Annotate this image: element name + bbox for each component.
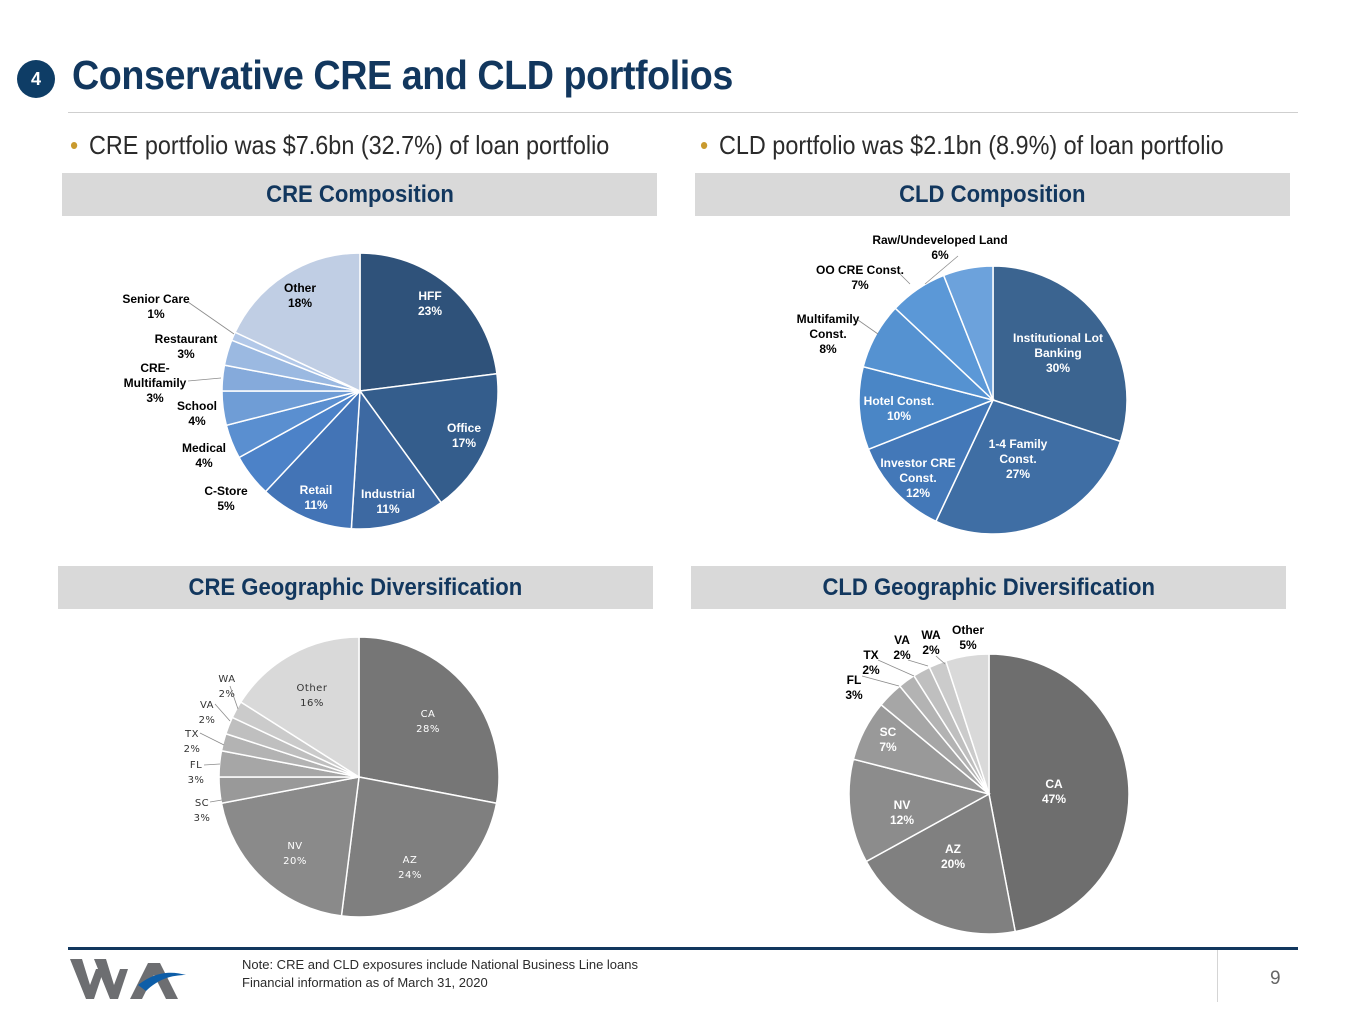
pie-slice-nv [848, 758, 992, 863]
footnote-date: Financial information as of March 31, 20… [242, 975, 488, 990]
cld-composition-title: CLD Composition [899, 180, 1086, 208]
leader-line [187, 301, 235, 335]
data-label-sc: SC 3% [194, 798, 211, 824]
data-label-senior-care: Senior Care 1% [122, 292, 190, 321]
leader-line [861, 675, 900, 687]
data-label-other: Other 5% [952, 623, 984, 652]
cld-composition-pie: Institutional Lot Banking 30% 1-4 Family Con… [797, 233, 1128, 535]
bullet-dot: • [70, 130, 79, 160]
company-logo [70, 959, 186, 999]
leader-line [209, 799, 223, 803]
pie-slice-office [358, 372, 499, 504]
pie-slice-nv [220, 776, 360, 917]
data-label-va: VA 2% [199, 700, 216, 726]
cld-geo-pie: CA 47% AZ 20% NV 12% SC 7% FL 3%TX 2% VA 2% WA 2% Other… [845, 623, 1130, 935]
leader-line [935, 655, 946, 665]
cre-geo-header: CRE Geographic Diversification [58, 566, 653, 609]
cre-composition-title: CRE Composition [265, 180, 454, 208]
leader-line [924, 255, 959, 285]
pie-slice-other [944, 653, 990, 795]
cld-geo-header: CLD Geographic Diversification [691, 566, 1286, 609]
leader-line [187, 377, 222, 382]
data-label-office: Office 17% [447, 421, 481, 450]
leader-line [203, 763, 221, 766]
pie-slice-retail [264, 388, 361, 530]
leader-line [899, 273, 911, 285]
footer-separator [1217, 950, 1218, 1002]
data-label-tx: TX 2% [184, 729, 201, 755]
data-label-fl: FL 3% [188, 760, 205, 786]
leader-line [907, 659, 929, 667]
bullet-cre-text: CRE portfolio was $7.6bn (32.7%) of loan… [88, 130, 610, 160]
cre-composition-pie: HFF 23% Office 17% Industrial 11% Retail 11% C-S… [122, 252, 499, 530]
bullet-cld-text: CLD portfolio was $2.1bn (8.9%) of loan … [718, 130, 1224, 160]
data-label-other: Other 16% [297, 683, 328, 709]
pie-slice-other [239, 636, 360, 779]
cld-composition-header: CLD Composition [695, 173, 1290, 216]
pie-slice-hotel-const- [858, 365, 996, 451]
bullet-dot: • [700, 130, 709, 160]
leader-line [877, 659, 915, 677]
leader-line [857, 319, 879, 335]
data-label-hff: HFF 23% [418, 289, 442, 318]
data-label-wa: WA 2% [921, 628, 941, 657]
pie-slice-raw-undeveloped-land [942, 265, 994, 401]
data-label-investor-cre-const-: Investor CRE Const. 12% [880, 456, 955, 500]
data-label-1-4-family-const-: 1-4 Family Const. 27% [989, 437, 1048, 481]
pie-slice-other [234, 252, 361, 393]
data-label-ca: CA 28% [416, 709, 440, 735]
data-label-medical: Medical 4% [182, 441, 226, 470]
section-number-badge: 4 [17, 60, 55, 98]
pie-slice-az [340, 776, 498, 918]
data-label-hotel-const-: Hotel Const. 10% [864, 394, 935, 423]
cre-geo-title: CRE Geographic Diversification [188, 573, 523, 601]
data-label-cre-multifamily: CRE-Multifamily 3% [124, 361, 187, 405]
bullet-cre-summary: • CRE portfolio was $7.6bn (32.7%) of loa… [70, 130, 609, 161]
title-divider [68, 112, 1298, 113]
data-label-raw-undeveloped-land: Raw/Undeveloped Land 6% [872, 233, 1007, 262]
data-label-school: School 4% [177, 399, 217, 428]
data-label-restaurant: Restaurant 3% [155, 332, 218, 361]
data-label-c-store: C-Store 5% [204, 484, 248, 513]
data-label-other: Other 18% [284, 281, 316, 310]
page-title: Conservative CRE and CLD portfolios [72, 52, 733, 98]
data-label-multifamily-const-: Multifamily Const. 8% [797, 312, 860, 356]
pie-slice-1-4-family-const- [934, 399, 1122, 535]
cld-geo-title: CLD Geographic Diversification [822, 573, 1155, 601]
leader-line [199, 732, 225, 746]
cre-composition-header: CRE Composition [62, 173, 657, 216]
data-label-az: AZ 24% [398, 855, 422, 881]
pie-slice-investor-cre-const- [867, 398, 995, 523]
footnote-note: Note: CRE and CLD exposures include Nati… [242, 957, 638, 972]
leader-line [229, 685, 239, 710]
pie-slice-az [865, 792, 1017, 935]
pie-slice-ca [988, 653, 1130, 933]
pie-slice-industrial [350, 388, 443, 530]
bullet-cld-summary: • CLD portfolio was $2.1bn (8.9%) of loan… [700, 130, 1224, 161]
footer-divider [68, 947, 1298, 950]
data-label-nv: NV 12% [890, 798, 914, 827]
data-label-retail: Retail 11% [300, 483, 333, 512]
pie-slice-hff [359, 252, 498, 392]
data-label-oo-cre-const-: OO CRE Const. 7% [816, 263, 904, 292]
data-label-wa: WA 2% [218, 674, 235, 700]
data-label-va: VA 2% [893, 633, 911, 662]
page-number: 9 [1270, 968, 1281, 989]
pie-slice-institutional-lot-banking [992, 265, 1128, 443]
cre-geo-pie: CA 28% AZ 24% NV 20% SC 3% FL 3% TX 2% VA 2%WA 2% Other… [184, 636, 500, 918]
data-label-sc: SC 7% [879, 725, 897, 754]
data-label-institutional-lot-banking: Institutional Lot Banking 30% [1013, 331, 1103, 375]
leader-line [214, 703, 231, 722]
data-label-fl: FL 3% [845, 673, 863, 702]
data-label-ca: CA 47% [1042, 777, 1066, 806]
data-label-tx: TX 2% [862, 648, 880, 677]
data-label-industrial: Industrial 11% [361, 487, 415, 516]
pie-slice-ca [358, 636, 500, 805]
data-label-az: AZ 20% [941, 842, 965, 871]
data-label-nv: NV 20% [283, 841, 307, 867]
